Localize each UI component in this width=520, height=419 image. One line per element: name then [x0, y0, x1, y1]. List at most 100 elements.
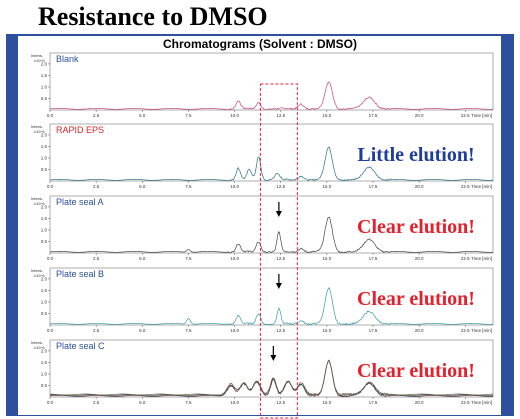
figure-title: Chromatograms (Solvent : DMSO): [162, 37, 357, 51]
y-tick-label: 1.5: [41, 144, 48, 149]
arrow-marker-head: [270, 355, 277, 361]
y-tick-label: 2.0: [41, 348, 48, 353]
x-tick-label: 2.5: [93, 113, 100, 118]
x-tick-label: 2.5: [93, 184, 100, 189]
y-tick-label: 2.0: [41, 61, 48, 66]
y-tick-label: 1.5: [41, 216, 48, 221]
y-tick-label: 2.0: [41, 276, 48, 281]
chromatogram-trace: [49, 216, 494, 254]
panel-label: Plate seal B: [56, 269, 104, 279]
x-tick-label: 5.0: [139, 256, 146, 261]
panel-annotation: Little elution!: [357, 144, 474, 166]
x-tick-label: 22.5: [461, 400, 470, 405]
y-axis-multiplier: x10^6: [34, 273, 45, 278]
x-tick-label: 12.5: [276, 328, 285, 333]
x-tick-label: 5.0: [139, 328, 146, 333]
chromatogram-trace: [49, 146, 494, 182]
slide-title: Resistance to DMSO: [38, 2, 268, 31]
panel-label: Plate seal C: [56, 341, 105, 351]
y-axis-multiplier: x10^6: [34, 129, 45, 134]
plot-area: [49, 267, 494, 326]
chromatogram-trace: [49, 81, 494, 111]
x-tick-label: 7.5: [185, 256, 192, 261]
x-tick-label: 15.0: [322, 400, 331, 405]
y-tick-label: 0.5: [41, 311, 48, 316]
x-tick-label: 22.5: [461, 328, 470, 333]
x-axis-unit: Time [min]: [471, 113, 492, 118]
x-tick-label: 5.0: [139, 400, 146, 405]
panel-annotation: Clear elution!: [357, 216, 475, 238]
plot-area: [49, 339, 494, 398]
y-axis-multiplier: x10^6: [34, 345, 45, 350]
y-tick-label: 1.5: [41, 73, 48, 78]
panel-annotation: Clear elution!: [357, 360, 475, 382]
y-axis-unit: Intens.: [31, 268, 43, 273]
y-tick-label: 1.0: [41, 227, 48, 232]
x-tick-label: 0.0: [47, 400, 54, 405]
y-axis-unit: Intens.: [31, 124, 43, 129]
y-tick-label: 1.5: [41, 360, 48, 365]
x-axis-unit: Time [min]: [471, 184, 492, 189]
x-tick-label: 0.0: [47, 328, 54, 333]
y-tick-label: 1.0: [41, 155, 48, 160]
x-tick-label: 12.5: [276, 184, 285, 189]
y-axis-multiplier: x10^6: [34, 201, 45, 206]
y-tick-label: 1.0: [41, 84, 48, 89]
x-tick-label: 20.0: [415, 400, 424, 405]
plot-area: [49, 195, 494, 254]
x-tick-label: 17.5: [369, 113, 378, 118]
x-tick-label: 22.5: [461, 256, 470, 261]
x-tick-label: 2.5: [93, 328, 100, 333]
y-axis-multiplier: x10^6: [34, 58, 45, 63]
panel-annotation: Clear elution!: [357, 288, 475, 310]
y-tick-label: 1.5: [41, 288, 48, 293]
y-tick-label: 2.0: [41, 204, 48, 209]
arrow-marker-head: [275, 283, 282, 289]
x-axis-unit: Time [min]: [471, 400, 492, 405]
chromatogram-trace: [49, 359, 494, 396]
x-tick-label: 12.5: [276, 113, 285, 118]
chromatogram-panel: Intens.x10^6 0.5 1.0 1.5 2.0 0.0 2.5 5.0 7.5 10.0…: [31, 195, 494, 261]
x-tick-label: 7.5: [185, 184, 192, 189]
x-tick-label: 20.0: [415, 328, 424, 333]
plot-area: [49, 123, 494, 182]
x-tick-label: 10.0: [230, 256, 239, 261]
panel-label: Plate seal A: [56, 197, 104, 207]
chromatogram-panel: Intens.x10^6 0.5 1.0 1.5 2.0 0.0 2.5 5.0 7.5 10.0…: [31, 52, 494, 118]
x-tick-label: 22.5: [461, 184, 470, 189]
x-tick-label: 0.0: [47, 256, 54, 261]
y-tick-label: 0.5: [41, 383, 48, 388]
x-tick-label: 10.0: [230, 400, 239, 405]
y-tick-label: 0.5: [41, 239, 48, 244]
y-tick-label: 2.0: [41, 132, 48, 137]
x-tick-label: 20.0: [415, 184, 424, 189]
x-tick-label: 15.0: [322, 184, 331, 189]
x-tick-label: 12.5: [276, 400, 285, 405]
y-tick-label: 0.5: [41, 167, 48, 172]
x-tick-label: 5.0: [139, 184, 146, 189]
x-tick-label: 5.0: [139, 113, 146, 118]
x-tick-label: 17.5: [369, 328, 378, 333]
y-axis-unit: Intens.: [31, 53, 43, 58]
x-tick-label: 12.5: [276, 256, 285, 261]
x-tick-label: 10.0: [230, 184, 239, 189]
y-axis-unit: Intens.: [31, 196, 43, 201]
panel-label: Blank: [56, 54, 79, 64]
x-tick-label: 10.0: [230, 328, 239, 333]
x-tick-label: 0.0: [47, 184, 54, 189]
chromatogram-panel: Intens.x10^6 0.5 1.0 1.5 2.0 0.0 2.5 5.0 7.5 10.0…: [31, 123, 494, 189]
panel-label: RAPID EPS: [56, 125, 104, 135]
x-tick-label: 10.0: [230, 113, 239, 118]
arrow-marker-head: [275, 211, 282, 217]
plot-area: [49, 52, 494, 111]
x-axis-unit: Time [min]: [471, 256, 492, 261]
chromatogram-trace: [49, 287, 494, 326]
x-tick-label: 7.5: [185, 400, 192, 405]
y-tick-label: 1.0: [41, 299, 48, 304]
x-tick-label: 2.5: [93, 400, 100, 405]
x-tick-label: 22.5: [461, 113, 470, 118]
x-tick-label: 15.0: [322, 113, 331, 118]
x-tick-label: 15.0: [322, 328, 331, 333]
x-tick-label: 17.5: [369, 400, 378, 405]
